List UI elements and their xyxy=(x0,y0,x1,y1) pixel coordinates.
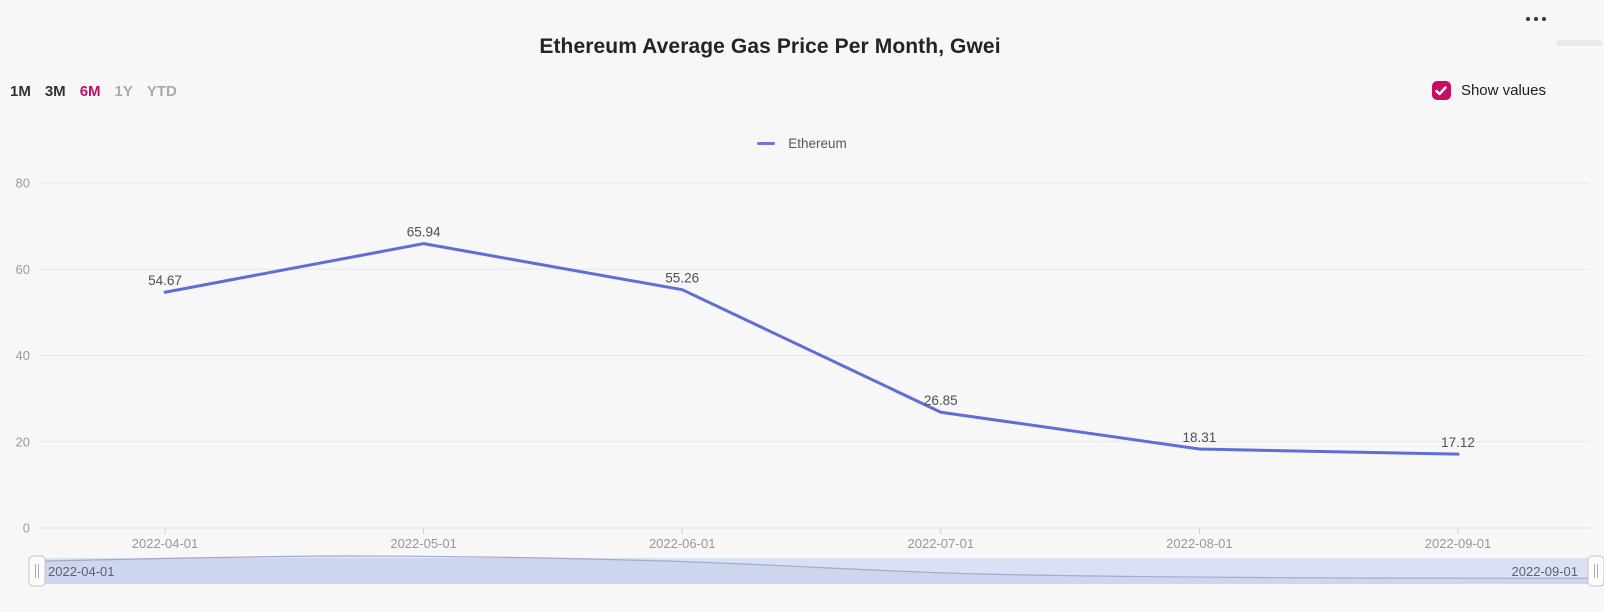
x-axis-tick-label: 2022-08-01 xyxy=(1166,536,1233,551)
checkmark-icon xyxy=(1435,85,1448,95)
scrollbar-end-label: 2022-09-01 xyxy=(1512,564,1579,579)
range-selector: 1M 3M 6M 1Y YTD xyxy=(10,83,177,100)
legend-label: Ethereum xyxy=(788,136,847,151)
data-point-value-label: 55.26 xyxy=(665,271,699,286)
context-menu-button[interactable] xyxy=(1522,13,1550,25)
x-axis-tick-label: 2022-05-01 xyxy=(390,536,457,551)
amcharts-watermark xyxy=(1556,40,1602,46)
chart-title: Ethereum Average Gas Price Per Month, Gw… xyxy=(539,35,1001,58)
y-axis-tick-label: 20 xyxy=(16,434,30,449)
y-axis-tick-label: 0 xyxy=(23,521,30,536)
ellipsis-icon xyxy=(1526,17,1530,21)
scrollbar-series-preview xyxy=(36,555,1597,579)
ellipsis-icon xyxy=(1534,17,1538,21)
scrollbar-start-label: 2022-04-01 xyxy=(48,564,115,579)
range-1y-button[interactable]: 1Y xyxy=(114,83,133,100)
data-point-value-label: 65.94 xyxy=(407,225,441,240)
range-3m-button[interactable]: 3M xyxy=(44,83,66,100)
x-axis-tick-label: 2022-06-01 xyxy=(649,536,716,551)
show-values-checkbox[interactable] xyxy=(1431,81,1451,100)
legend: Ethereum xyxy=(0,136,1604,151)
x-axis-tick-label: 2022-07-01 xyxy=(908,536,975,551)
scrollbar-right-grip[interactable] xyxy=(1587,555,1604,587)
scrollbar-selection-band[interactable] xyxy=(37,558,1596,584)
y-axis-tick-label: 80 xyxy=(16,176,30,191)
range-1m-button[interactable]: 1M xyxy=(10,83,31,100)
ellipsis-icon xyxy=(1542,17,1546,21)
ethereum-series-line[interactable] xyxy=(163,242,1460,456)
data-point-value-label: 17.12 xyxy=(1441,435,1475,450)
y-axis-tick-label: 60 xyxy=(16,262,30,277)
show-values-control[interactable]: Show values xyxy=(1431,81,1546,100)
y-axis-tick-label: 40 xyxy=(16,348,30,363)
show-values-label: Show values xyxy=(1460,82,1546,99)
scrollbar-left-grip[interactable] xyxy=(28,555,46,587)
line-chart-canvas: 80 60 40 20 0 2022-04-01 2022-05-01 2022-06-01 2… xyxy=(16,176,1604,587)
range-ytd-button[interactable]: YTD xyxy=(146,83,177,100)
data-point-value-label: 18.31 xyxy=(1183,430,1217,445)
x-axis-tick-label: 2022-09-01 xyxy=(1425,536,1492,551)
legend-item-ethereum[interactable]: Ethereum xyxy=(757,136,847,151)
x-axis-tick-label: 2022-04-01 xyxy=(132,536,199,551)
line-dash-icon xyxy=(757,141,776,146)
range-6m-button[interactable]: 6M xyxy=(79,83,101,100)
data-point-value-label: 26.85 xyxy=(924,393,958,408)
data-point-value-label: 54.67 xyxy=(148,273,182,288)
scrollbar-series-fill xyxy=(37,555,1596,584)
